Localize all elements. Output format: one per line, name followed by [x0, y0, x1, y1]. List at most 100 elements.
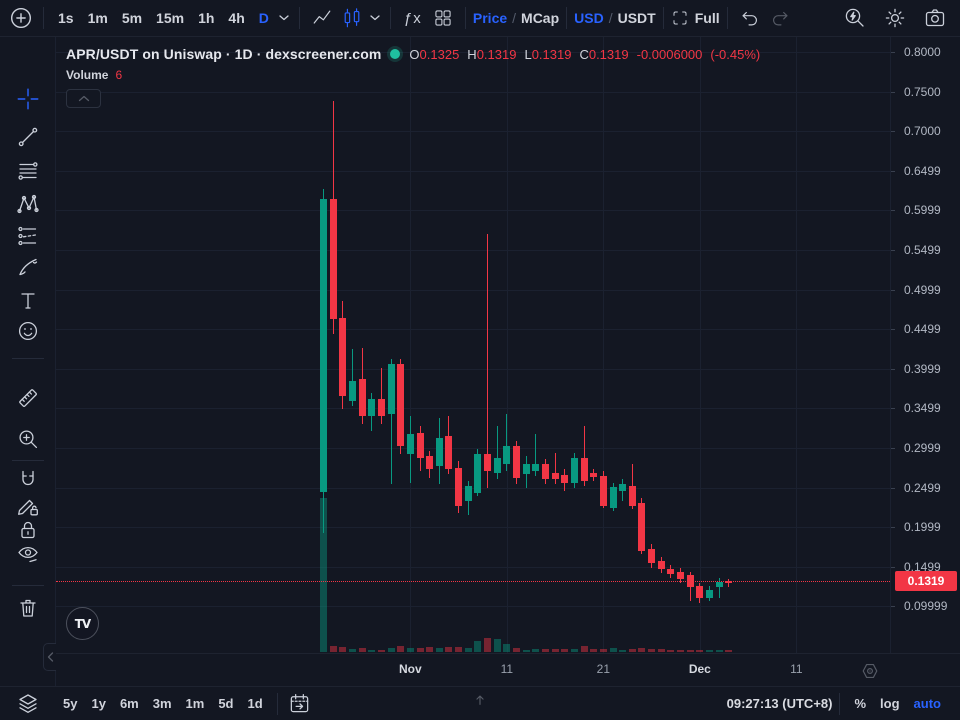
percent-scale-button[interactable]: % — [847, 692, 873, 716]
gear-icon — [885, 8, 905, 28]
gridline-horizontal — [56, 131, 890, 133]
redo-button[interactable] — [765, 4, 795, 32]
lock-drawings-button[interactable] — [14, 516, 42, 544]
candle-body — [493, 457, 501, 474]
timeframe-15m[interactable]: 15m — [149, 4, 191, 32]
auto-scale-button[interactable]: auto — [907, 692, 948, 716]
hide-drawings-button[interactable] — [14, 540, 42, 568]
time-axis-label: 21 — [596, 662, 611, 676]
price-axis-tick — [891, 91, 895, 93]
time-axis[interactable]: Nov 11 21 Dec 11 — [56, 653, 960, 686]
pane-collapse-button[interactable] — [66, 89, 101, 108]
timeframe-1h[interactable]: 1h — [191, 4, 221, 32]
range-5d-button[interactable]: 5d — [211, 692, 240, 716]
candle-wick — [390, 359, 392, 485]
range-3m-button[interactable]: 3m — [146, 692, 179, 716]
timeframe-4h[interactable]: 4h — [221, 4, 251, 32]
candle-body — [570, 457, 578, 483]
gridline-horizontal — [56, 487, 890, 489]
pattern-tool-button[interactable] — [14, 190, 42, 218]
text-tool-button[interactable] — [14, 287, 42, 315]
price-axis-tick — [891, 329, 895, 331]
time-axis-label: 11 — [790, 662, 803, 676]
chart-title[interactable]: APR/USDT on Uniswap · 1D · dexscreener.c… — [66, 46, 382, 62]
trend-line-icon — [18, 127, 38, 147]
range-6m-button[interactable]: 6m — [113, 692, 146, 716]
screenshot-button[interactable] — [920, 4, 950, 32]
forecast-tool-button[interactable] — [14, 222, 42, 250]
magnet-tool-button[interactable] — [14, 466, 42, 494]
sidebar-collapse-tab[interactable] — [43, 643, 56, 671]
volume-bar — [522, 650, 530, 652]
measure-tool-button[interactable] — [14, 384, 42, 412]
pencil-lock-icon — [18, 499, 38, 516]
price-axis-label: 0.3499 — [904, 401, 941, 416]
low-label: L — [524, 46, 532, 62]
settings-button[interactable] — [880, 4, 910, 32]
timeframe-5m[interactable]: 5m — [115, 4, 149, 32]
gridline-horizontal — [56, 527, 890, 529]
fullscreen-label: Full — [694, 10, 720, 26]
object-tree-button[interactable] — [13, 690, 43, 718]
gridline-horizontal — [56, 448, 890, 449]
log-scale-button[interactable]: log — [873, 692, 907, 716]
price-mode-active-label: Price — [472, 10, 508, 26]
add-symbol-button[interactable] — [6, 4, 36, 32]
zoom-in-icon — [19, 430, 38, 449]
range-1y-button[interactable]: 1y — [84, 692, 112, 716]
timeframe-1s[interactable]: 1s — [51, 4, 81, 32]
tradingview-logo-button[interactable]: TV — [66, 607, 99, 640]
usdt-mode-button[interactable]: USDT — [618, 10, 656, 26]
range-1d-button[interactable]: 1d — [241, 692, 270, 716]
fib-retracement-tool-button[interactable] — [14, 157, 42, 185]
drawing-mode-lock-button[interactable] — [14, 492, 42, 520]
timeframe-1d-active[interactable]: D — [252, 4, 276, 32]
line-chart-style-button[interactable] — [307, 4, 337, 32]
line-chart-icon — [313, 10, 331, 24]
fullscreen-button[interactable]: Full — [671, 9, 720, 27]
emoji-tool-button[interactable] — [14, 317, 42, 345]
quick-search-button[interactable] — [840, 4, 870, 32]
price-axis[interactable]: 0.8000 0.7500 0.7000 0.6499 0.5999 0.5499 0.49… — [890, 37, 960, 653]
price-axis-label: 0.8000 — [904, 45, 941, 59]
chart-legend: APR/USDT on Uniswap · 1D · dexscreener.c… — [66, 46, 760, 108]
divider — [389, 7, 391, 29]
indicators-button[interactable]: ƒx — [398, 4, 428, 32]
clock-timezone-button[interactable]: 09:27:13 (UTC+8) — [726, 696, 833, 711]
current-price-line — [56, 581, 890, 583]
zoom-in-tool-button[interactable] — [14, 425, 42, 453]
remove-drawings-button[interactable] — [14, 594, 42, 622]
gridline-horizontal — [56, 368, 890, 370]
range-5y-button[interactable]: 5y — [56, 692, 84, 716]
trend-line-tool-button[interactable] — [14, 123, 42, 151]
gridline-vertical — [506, 37, 508, 653]
market-status-dot[interactable] — [390, 49, 401, 59]
price-mode-button[interactable]: Price — [473, 10, 507, 26]
mcap-mode-button[interactable]: MCap — [521, 10, 559, 26]
chart-plot-area[interactable]: APR/USDT on Uniswap · 1D · dexscreener.c… — [56, 37, 890, 653]
brush-tool-button[interactable] — [14, 253, 42, 281]
range-1m-button[interactable]: 1m — [179, 692, 212, 716]
volume-bar — [532, 649, 540, 652]
candles-chart-style-button[interactable] — [337, 4, 367, 32]
chart-style-dropdown-button[interactable] — [367, 4, 383, 32]
usd-mode-button[interactable]: USD — [574, 10, 604, 26]
timeframe-1m[interactable]: 1m — [81, 4, 115, 32]
candle-body — [426, 455, 434, 470]
candle-body — [484, 454, 492, 471]
gridline-vertical — [796, 37, 798, 653]
candlestick-chart-icon — [344, 8, 360, 28]
search-lightning-icon — [845, 8, 864, 27]
fullscreen-icon — [673, 11, 687, 25]
magnet-icon — [22, 470, 34, 486]
expand-footer-button[interactable] — [470, 690, 490, 710]
go-to-date-button[interactable] — [285, 690, 315, 718]
timeframe-dropdown-button[interactable] — [276, 4, 292, 32]
volume-indicator-label[interactable]: Volume — [66, 68, 109, 82]
layout-grid-button[interactable] — [428, 4, 458, 32]
time-axis-settings-button[interactable] — [858, 659, 882, 683]
high-label: H — [467, 46, 477, 62]
crosshair-tool-button[interactable] — [14, 85, 42, 113]
candle-body — [377, 398, 385, 417]
undo-button[interactable] — [735, 4, 765, 32]
